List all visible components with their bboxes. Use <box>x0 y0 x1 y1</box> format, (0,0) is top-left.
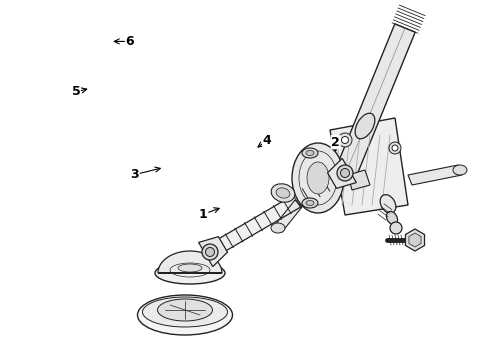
Text: 4: 4 <box>263 134 271 147</box>
Polygon shape <box>330 118 408 215</box>
Ellipse shape <box>276 188 290 198</box>
Text: 2: 2 <box>331 136 340 149</box>
Polygon shape <box>409 233 421 247</box>
Ellipse shape <box>390 222 402 234</box>
Text: 5: 5 <box>72 85 80 98</box>
Polygon shape <box>327 158 356 188</box>
Ellipse shape <box>302 148 318 158</box>
Polygon shape <box>198 237 227 267</box>
Ellipse shape <box>302 198 318 208</box>
Ellipse shape <box>205 248 215 257</box>
Ellipse shape <box>271 184 295 202</box>
Ellipse shape <box>389 142 401 154</box>
Polygon shape <box>348 170 370 190</box>
Ellipse shape <box>306 150 314 156</box>
Ellipse shape <box>138 295 232 335</box>
Ellipse shape <box>178 264 202 272</box>
Ellipse shape <box>157 299 213 321</box>
Ellipse shape <box>392 145 398 151</box>
Ellipse shape <box>355 113 375 139</box>
Ellipse shape <box>387 211 397 225</box>
Polygon shape <box>275 200 302 232</box>
Polygon shape <box>408 165 462 185</box>
Ellipse shape <box>338 133 352 147</box>
Ellipse shape <box>271 223 285 233</box>
Ellipse shape <box>292 143 344 213</box>
Polygon shape <box>158 251 222 273</box>
Text: 3: 3 <box>130 168 139 181</box>
Ellipse shape <box>342 136 348 144</box>
Ellipse shape <box>337 165 353 181</box>
Ellipse shape <box>341 168 349 177</box>
Polygon shape <box>335 24 415 179</box>
Ellipse shape <box>307 162 329 194</box>
Ellipse shape <box>155 262 225 284</box>
Text: 6: 6 <box>125 35 134 48</box>
Ellipse shape <box>202 244 218 260</box>
Polygon shape <box>405 229 424 251</box>
Ellipse shape <box>306 201 314 206</box>
Text: 1: 1 <box>199 208 208 221</box>
Ellipse shape <box>453 165 467 175</box>
Ellipse shape <box>380 195 396 213</box>
Ellipse shape <box>143 297 227 327</box>
Polygon shape <box>206 167 348 258</box>
